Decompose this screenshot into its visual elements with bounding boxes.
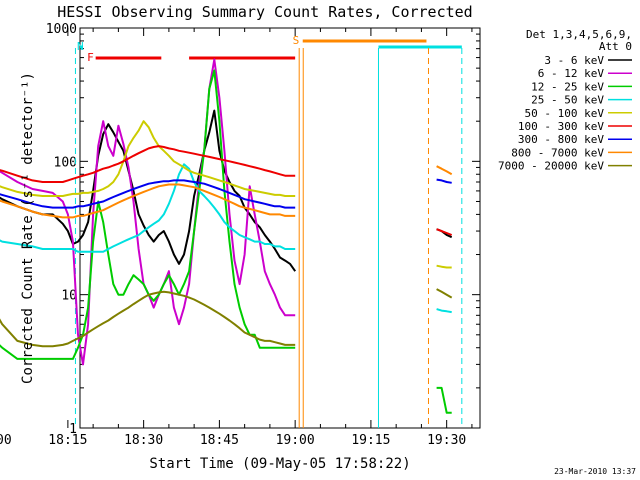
legend-title-line-1: Det 1,3,4,5,6,9,	[526, 28, 632, 41]
legend-label: 800 - 7000 keV	[511, 146, 604, 159]
series-line	[0, 290, 296, 348]
flag-label: S	[293, 34, 300, 47]
plot-area: 18:00 18:15 18:30 18:45 19:00 19:15 19:30 1 10 10…	[0, 22, 481, 448]
chart-title: HESSI Observing Summary Count Rates, Cor…	[57, 3, 472, 21]
x-tick-label: 18:00	[0, 433, 12, 448]
plot-frame	[79, 27, 481, 429]
y-tick-label: 1000	[46, 22, 77, 37]
footer-date: 23-Mar-2010 13:37	[554, 467, 636, 476]
series-line	[436, 228, 453, 236]
series-line	[436, 386, 452, 414]
x-tick-label: 19:00	[276, 433, 315, 448]
x-tick-label: 18:45	[200, 433, 239, 448]
legend-label: 50 - 100 keV	[525, 107, 605, 120]
y-tick-label: 100	[54, 155, 77, 170]
vertical-markers	[74, 48, 463, 428]
flag-label: F	[87, 51, 94, 64]
y-axis-label: Corrected Count Rate (s⁻¹ detector⁻¹)	[20, 72, 36, 384]
series-line	[436, 308, 452, 314]
x-tick-label: 19:30	[427, 433, 466, 448]
series-line	[0, 163, 296, 253]
flag-bars: NF S	[77, 34, 462, 64]
legend-label: 7000 - 20000 keV	[498, 160, 604, 173]
series-line	[0, 109, 297, 272]
legend-label: 6 - 12 keV	[538, 67, 605, 80]
series-line	[436, 165, 453, 176]
x-tick-label: 19:15	[351, 433, 390, 448]
x-axis-label: Start Time (09-May-05 17:58:22)	[149, 456, 410, 472]
y-tick-label: 1	[69, 422, 77, 437]
x-tick-label: 18:30	[124, 433, 163, 448]
series-line	[436, 288, 453, 299]
axis-ticks: 18:00 18:15 18:30 18:45 19:00 19:15 19:30 1 10 10…	[0, 22, 480, 448]
legend-label: 100 - 300 keV	[518, 120, 604, 133]
legend-label: 25 - 50 keV	[531, 94, 604, 107]
series-line	[0, 58, 296, 366]
legend-title-line-2: Att 0	[599, 40, 632, 53]
legend-label: 300 - 800 keV	[518, 133, 604, 146]
series-line	[0, 183, 296, 219]
series-line	[0, 145, 296, 183]
legend-label: 12 - 25 keV	[531, 80, 604, 93]
series-line	[0, 120, 296, 197]
series-line	[436, 264, 452, 269]
x-tick-label: 18:15	[48, 433, 87, 448]
series-lines	[0, 58, 453, 414]
flag-label: N	[77, 40, 84, 53]
legend-label: 3 - 6 keV	[544, 54, 604, 67]
series-line	[436, 178, 452, 184]
series-line	[0, 179, 296, 209]
y-tick-label: 10	[61, 289, 77, 304]
